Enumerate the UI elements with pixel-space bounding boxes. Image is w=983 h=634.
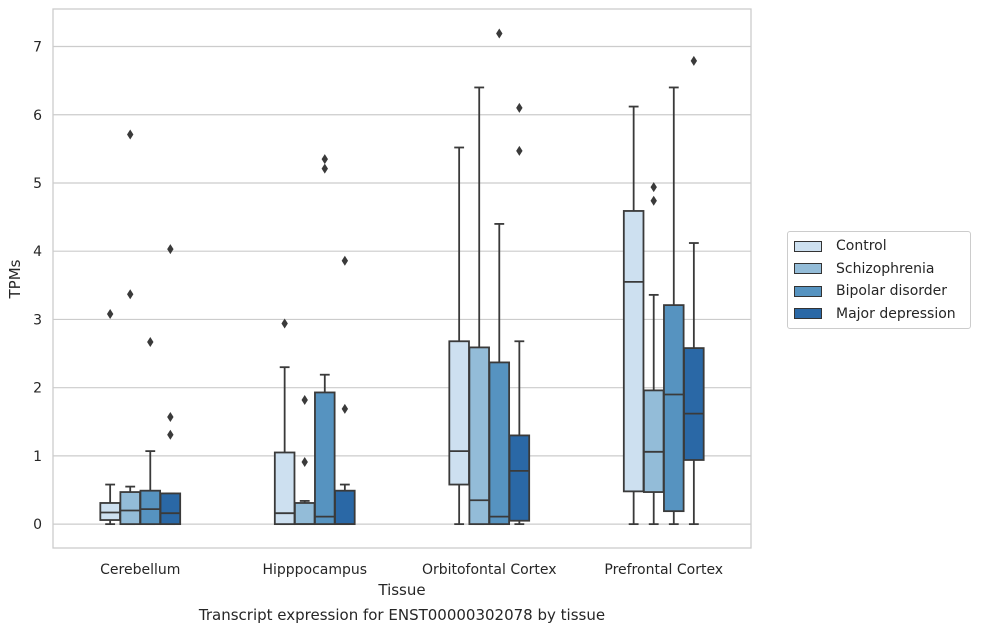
box <box>642 389 665 493</box>
y-tick-label: 0 <box>33 517 42 533</box>
legend-label: Major depression <box>836 305 956 322</box>
box <box>448 340 470 486</box>
box-group <box>448 146 470 526</box>
box <box>139 489 162 526</box>
x-axis-label: Tissue <box>377 581 425 599</box>
outlier-point <box>650 182 657 193</box>
outlier-point <box>281 318 288 329</box>
legend-label: Control <box>836 238 887 255</box>
legend-swatch <box>794 240 822 252</box>
box <box>663 304 685 513</box>
y-tick-labels: 0 1 2 3 4 5 6 7 <box>33 40 42 534</box>
legend-label: Schizophrenia <box>836 260 935 277</box>
outlier-point <box>516 102 523 113</box>
box-group <box>139 336 162 526</box>
outlier-point <box>496 28 503 39</box>
legend-item: Bipolar disorder <box>788 280 970 303</box>
y-tick-label: 6 <box>33 108 42 124</box>
y-axis-label: TPMs <box>6 259 24 299</box>
box <box>293 502 316 526</box>
outlier-point <box>147 336 154 347</box>
legend-swatch <box>794 308 822 320</box>
chart-caption: Transcript expression for ENST0000030207… <box>198 606 606 624</box>
box <box>468 346 490 526</box>
box-group <box>159 244 182 526</box>
x-tick-label: Hipppocampus <box>262 562 367 578</box>
box <box>488 361 511 526</box>
box-group <box>119 129 141 526</box>
outlier-point <box>301 457 308 468</box>
outlier-point <box>167 429 174 440</box>
box-group <box>468 86 490 526</box>
y-tick-label: 3 <box>33 312 42 328</box>
x-tick-label: Cerebellum <box>100 562 180 578</box>
box-group <box>683 55 705 526</box>
box-group <box>622 105 645 526</box>
legend-item: Schizophrenia <box>788 258 970 281</box>
box-layer <box>99 28 705 526</box>
y-tick-label: 7 <box>33 40 42 56</box>
outlier-point <box>690 55 698 66</box>
box <box>334 489 356 526</box>
outlier-point <box>167 412 174 423</box>
y-tick-label: 2 <box>33 381 42 397</box>
legend-swatch <box>794 263 822 275</box>
outlier-point <box>321 163 328 174</box>
x-tick-label: Orbitofontal Cortex <box>422 562 557 578</box>
outlier-point <box>127 289 134 300</box>
box-group <box>314 154 336 526</box>
legend-label: Bipolar disorder <box>836 283 948 300</box>
box-group <box>642 182 665 526</box>
outlier-point <box>127 129 134 140</box>
outlier-point <box>301 394 308 405</box>
box-group <box>334 255 356 526</box>
x-tick-labels: Cerebellum Hipppocampus Orbitofontal Corte… <box>100 562 723 578</box>
box <box>508 434 531 522</box>
box <box>99 502 121 521</box>
box <box>683 347 705 461</box>
box <box>159 492 182 526</box>
y-tick-label: 4 <box>33 244 42 260</box>
plot-frame <box>52 8 752 549</box>
box <box>119 491 141 526</box>
outlier-point <box>341 403 349 414</box>
box <box>314 391 336 526</box>
legend: Control Schizophrenia Bipolar disorder Majo… <box>787 231 971 329</box>
outlier-point <box>167 244 174 255</box>
box <box>622 210 645 493</box>
y-tick-label: 5 <box>33 176 42 192</box>
box-group <box>488 28 511 526</box>
legend-item: Control <box>788 235 970 258</box>
box-group <box>273 318 296 526</box>
outlier-point <box>321 154 328 165</box>
box-group <box>99 308 121 526</box>
y-tick-label: 1 <box>33 449 42 465</box>
box-group <box>663 86 685 526</box>
x-tick-label: Prefrontal Cortex <box>604 562 723 578</box>
outlier-point <box>650 195 657 206</box>
legend-swatch <box>794 285 822 297</box>
outlier-point <box>516 145 523 156</box>
box-group <box>293 394 316 526</box>
outlier-point <box>106 308 114 319</box>
box-group <box>508 102 531 526</box>
outlier-point <box>341 255 349 266</box>
legend-item: Major depression <box>788 303 970 326</box>
box <box>273 451 296 526</box>
